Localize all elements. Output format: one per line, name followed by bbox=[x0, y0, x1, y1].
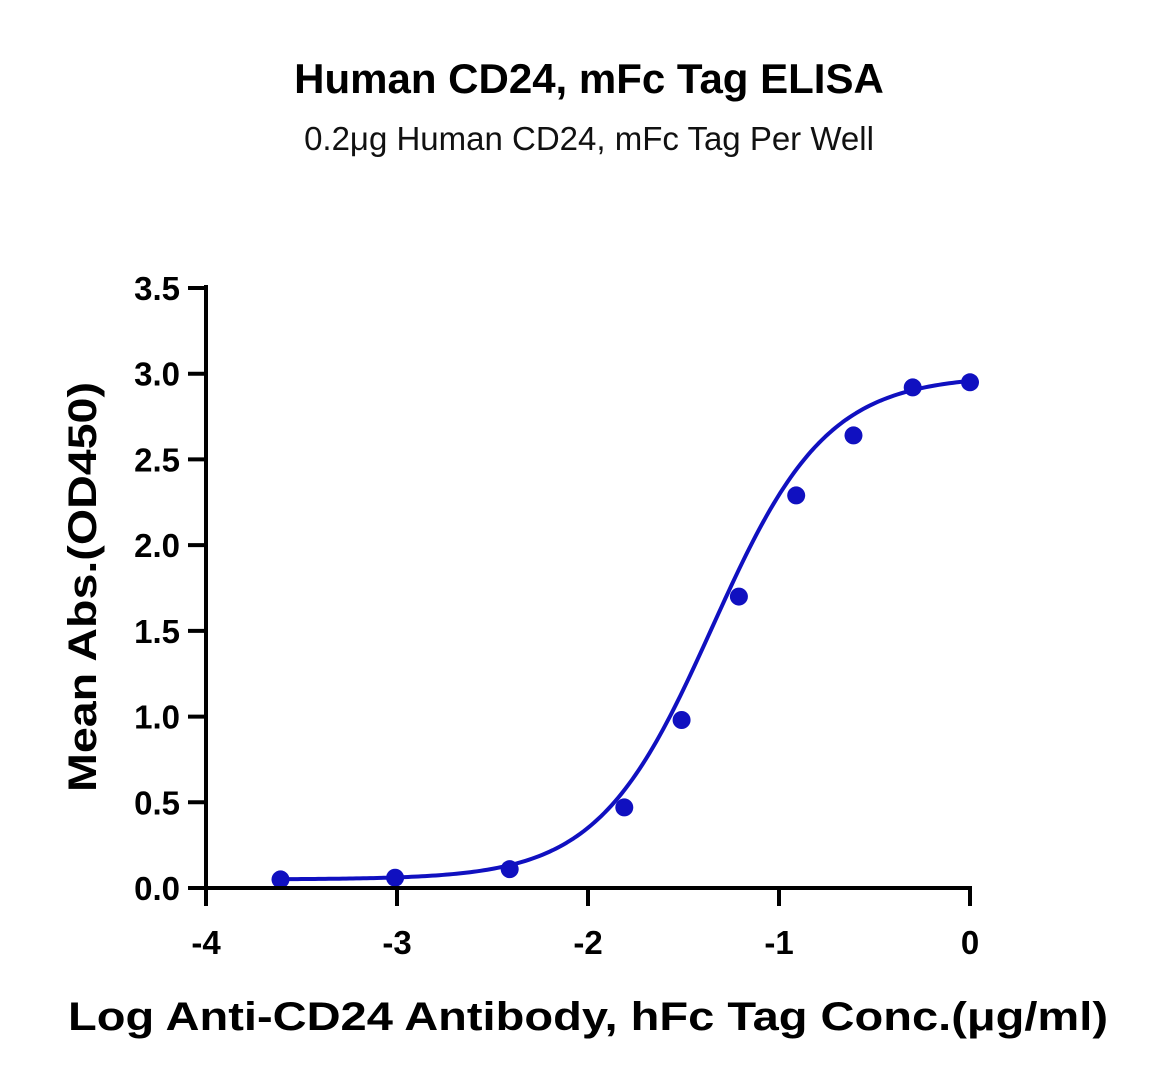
data-points bbox=[271, 373, 979, 889]
x-tick-label: 0 bbox=[961, 924, 979, 961]
y-tick-label: 1.0 bbox=[134, 699, 180, 736]
data-point bbox=[615, 798, 634, 817]
y-tick-label: 0.5 bbox=[134, 784, 180, 821]
chart-subtitle: 0.2μg Human CD24, mFc Tag Per Well bbox=[304, 120, 874, 157]
y-tick-label: 0.0 bbox=[134, 870, 180, 907]
data-point bbox=[729, 587, 748, 606]
data-point bbox=[672, 711, 691, 729]
data-point bbox=[844, 426, 863, 445]
x-tick-label: -3 bbox=[382, 924, 411, 961]
chart-title: Human CD24, mFc Tag ELISA bbox=[294, 55, 884, 102]
x-tick-label: -2 bbox=[573, 924, 602, 961]
data-point bbox=[961, 373, 979, 392]
data-point bbox=[787, 486, 806, 505]
data-point bbox=[500, 860, 519, 879]
x-axis-label: Log Anti-CD24 Antibody, hFc Tag Conc.(μg… bbox=[68, 995, 1108, 1039]
y-tick-label: 2.0 bbox=[134, 527, 180, 564]
y-tick-label: 3.5 bbox=[134, 270, 180, 307]
plot-area: 0.0 0.5 1.0 1.5 2.0 2.5 3.0 3.5 -4 -3 -2 -1 0 bbox=[134, 270, 979, 961]
y-axis-ticks: 0.0 0.5 1.0 1.5 2.0 2.5 3.0 3.5 bbox=[134, 270, 206, 907]
data-point bbox=[271, 870, 290, 889]
data-point bbox=[386, 868, 405, 887]
y-tick-label: 1.5 bbox=[134, 613, 180, 650]
y-axis-label: Mean Abs.(OD450) bbox=[61, 382, 105, 792]
y-tick-label: 3.0 bbox=[134, 356, 180, 393]
data-point bbox=[903, 378, 922, 397]
x-axis-ticks: -4 -3 -2 -1 0 bbox=[191, 888, 979, 961]
y-tick-label: 2.5 bbox=[134, 441, 180, 478]
x-tick-label: -4 bbox=[191, 924, 221, 961]
x-tick-label: -1 bbox=[764, 924, 793, 961]
